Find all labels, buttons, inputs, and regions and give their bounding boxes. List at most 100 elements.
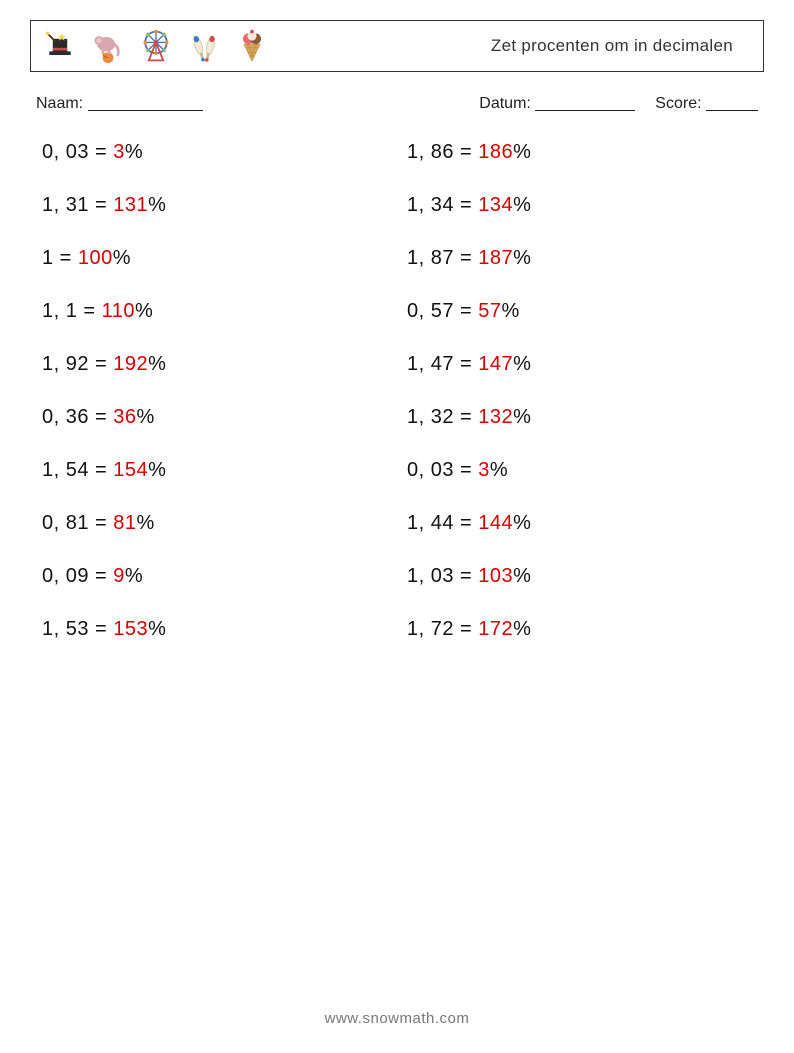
percent-sign: % xyxy=(137,406,155,429)
answer-value: 147 xyxy=(478,353,513,376)
answer-value: 9 xyxy=(113,565,125,588)
date-label: Datum: xyxy=(479,95,531,112)
percent-sign: % xyxy=(148,194,166,217)
score-blank[interactable] xyxy=(706,95,758,111)
percent-sign: % xyxy=(513,565,531,588)
answer-value: 172 xyxy=(478,618,513,641)
problem-item: 1, 86 = 186% xyxy=(407,141,752,164)
decimal-value: 0, 09 = xyxy=(42,565,113,588)
answer-value: 192 xyxy=(113,353,148,376)
header-box: Zet procenten om in decimalen xyxy=(30,20,764,72)
problem-item: 1, 34 = 134% xyxy=(407,194,752,217)
percent-sign: % xyxy=(125,565,143,588)
problem-item: 1, 03 = 103% xyxy=(407,565,752,588)
answer-value: 131 xyxy=(113,194,148,217)
answer-value: 100 xyxy=(78,247,113,270)
percent-sign: % xyxy=(513,406,531,429)
score-label: Score: xyxy=(655,95,701,112)
decimal-value: 0, 36 = xyxy=(42,406,113,429)
worksheet-title: Zet procenten om in decimalen xyxy=(491,36,745,56)
problem-item: 0, 57 = 57% xyxy=(407,300,752,323)
worksheet-page: Zet procenten om in decimalen Naam: Datu… xyxy=(0,0,794,1053)
decimal-value: 1, 1 = xyxy=(42,300,102,323)
percent-sign: % xyxy=(513,141,531,164)
answer-value: 187 xyxy=(478,247,513,270)
percent-sign: % xyxy=(513,353,531,376)
percent-sign: % xyxy=(148,618,166,641)
decimal-value: 1, 86 = xyxy=(407,141,478,164)
answer-value: 36 xyxy=(113,406,136,429)
answer-value: 186 xyxy=(478,141,513,164)
decimal-value: 1, 47 = xyxy=(407,353,478,376)
elephant-icon xyxy=(89,27,127,65)
decimal-value: 1, 03 = xyxy=(407,565,478,588)
percent-sign: % xyxy=(502,300,520,323)
decimal-value: 0, 03 = xyxy=(42,141,113,164)
percent-sign: % xyxy=(513,247,531,270)
percent-sign: % xyxy=(125,141,143,164)
decimal-value: 1, 31 = xyxy=(42,194,113,217)
answer-value: 153 xyxy=(113,618,148,641)
problem-item: 1, 53 = 153% xyxy=(42,618,387,641)
answer-value: 134 xyxy=(478,194,513,217)
problem-item: 1, 72 = 172% xyxy=(407,618,752,641)
problem-item: 1, 47 = 147% xyxy=(407,353,752,376)
percent-sign: % xyxy=(513,618,531,641)
problem-item: 1, 44 = 144% xyxy=(407,512,752,535)
problem-item: 0, 03 = 3% xyxy=(42,141,387,164)
answer-value: 57 xyxy=(478,300,501,323)
magic-hat-icon xyxy=(41,27,79,65)
decimal-value: 0, 03 = xyxy=(407,459,478,482)
problem-item: 1, 32 = 132% xyxy=(407,406,752,429)
answer-value: 144 xyxy=(478,512,513,535)
name-blank[interactable] xyxy=(88,95,203,111)
name-label: Naam: xyxy=(36,95,83,112)
answer-value: 3 xyxy=(113,141,125,164)
decimal-value: 1, 32 = xyxy=(407,406,478,429)
header-icons xyxy=(41,27,271,65)
percent-sign: % xyxy=(490,459,508,482)
decimal-value: 1, 87 = xyxy=(407,247,478,270)
answer-value: 154 xyxy=(113,459,148,482)
ice-cream-icon xyxy=(233,27,271,65)
decimal-value: 1, 53 = xyxy=(42,618,113,641)
ferris-wheel-icon xyxy=(137,27,175,65)
problem-item: 1, 31 = 131% xyxy=(42,194,387,217)
problem-item: 1 = 100% xyxy=(42,247,387,270)
answer-value: 132 xyxy=(478,406,513,429)
meta-row: Naam: Datum: Score: xyxy=(36,92,758,113)
percent-sign: % xyxy=(137,512,155,535)
decimal-value: 1 = xyxy=(42,247,78,270)
juggling-pins-icon xyxy=(185,27,223,65)
decimal-value: 1, 92 = xyxy=(42,353,113,376)
answer-value: 81 xyxy=(113,512,136,535)
decimal-value: 0, 81 = xyxy=(42,512,113,535)
problem-item: 1, 87 = 187% xyxy=(407,247,752,270)
percent-sign: % xyxy=(513,512,531,535)
decimal-value: 1, 72 = xyxy=(407,618,478,641)
answer-value: 3 xyxy=(478,459,490,482)
date-blank[interactable] xyxy=(535,95,635,111)
decimal-value: 1, 54 = xyxy=(42,459,113,482)
problem-item: 1, 1 = 110% xyxy=(42,300,387,323)
problem-item: 1, 92 = 192% xyxy=(42,353,387,376)
problem-item: 0, 03 = 3% xyxy=(407,459,752,482)
decimal-value: 1, 34 = xyxy=(407,194,478,217)
percent-sign: % xyxy=(148,353,166,376)
answer-value: 103 xyxy=(478,565,513,588)
score-field: Score: xyxy=(655,92,758,113)
decimal-value: 1, 44 = xyxy=(407,512,478,535)
problem-item: 1, 54 = 154% xyxy=(42,459,387,482)
problem-item: 0, 36 = 36% xyxy=(42,406,387,429)
percent-sign: % xyxy=(148,459,166,482)
problem-item: 0, 81 = 81% xyxy=(42,512,387,535)
name-field: Naam: xyxy=(36,92,203,113)
answer-value: 110 xyxy=(102,300,135,323)
problems-grid: 0, 03 = 3%1, 86 = 186%1, 31 = 131%1, 34 … xyxy=(30,141,764,641)
decimal-value: 0, 57 = xyxy=(407,300,478,323)
footer-link[interactable]: www.snowmath.com xyxy=(0,1010,794,1027)
percent-sign: % xyxy=(113,247,131,270)
percent-sign: % xyxy=(513,194,531,217)
problem-item: 0, 09 = 9% xyxy=(42,565,387,588)
percent-sign: % xyxy=(135,300,153,323)
